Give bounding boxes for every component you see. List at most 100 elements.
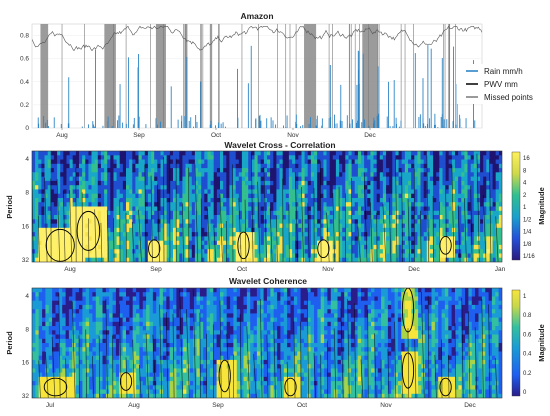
heatmap-cell [392,253,396,259]
heatmap-cell [292,249,296,254]
heatmap-cell [464,193,468,199]
heatmap-cell [99,359,103,365]
heatmap-cell [342,155,346,160]
heatmap-cell [41,172,45,177]
heatmap-cell [85,334,90,340]
heatmap-cell [320,232,324,237]
heatmap-cell [58,385,63,390]
heatmap-cell [138,253,142,259]
heatmap-cell [226,240,230,246]
heatmap-cell [232,244,236,250]
heatmap-cell [270,219,274,224]
heatmap-cell [461,206,465,212]
heatmap-cell [141,232,146,237]
heatmap-cell [329,193,334,199]
heatmap-cell [63,159,67,165]
heatmap-cell [35,364,40,369]
heatmap-cell [442,172,446,177]
heatmap-cell [194,151,199,156]
heatmap-cell [267,236,271,242]
heatmap-cell [223,176,227,182]
heatmap-cell [489,172,493,177]
heatmap-cell [260,168,265,173]
heatmap-cell [448,180,453,186]
heatmap-cell [94,176,99,182]
heatmap-cell [229,193,233,199]
y-tick-label: 8 [25,190,29,197]
heatmap-cell [292,172,296,177]
heatmap-cell [408,202,412,207]
heatmap-cell [119,180,124,186]
heatmap-cell [414,202,418,207]
heatmap-cell [89,317,93,323]
heatmap-cell [226,180,230,186]
heatmap-cell [60,163,64,169]
heatmap-cell [141,227,146,233]
heatmap-cell [395,215,399,220]
heatmap-cell [213,232,218,237]
heatmap-cell [88,180,92,186]
heatmap-cell [35,389,40,395]
heatmap-cell [109,304,113,310]
heatmap-cell [42,355,46,361]
heatmap-cell [169,240,174,246]
heatmap-cell [483,176,487,182]
heatmap-cell [386,176,390,182]
heatmap-cell [166,198,171,203]
heatmap-cell [279,219,283,224]
heatmap-cell [260,180,265,186]
heatmap-cell [210,249,215,254]
heatmap-cell [458,206,462,212]
heatmap-cell [44,168,48,173]
heatmap-cell [32,338,36,344]
heatmap-cell [492,206,497,212]
heatmap-cell [60,168,64,173]
heatmap-cell [439,155,443,160]
heatmap-cell [417,193,421,199]
heatmap-cell [92,347,97,352]
heatmap-cell [392,215,396,220]
heatmap-cell [423,151,428,156]
heatmap-cell [157,215,161,220]
heatmap-cell [301,198,305,203]
heatmap-cell [285,240,290,246]
heatmap-cell [426,198,431,203]
heatmap-cell [351,227,356,233]
heatmap-cell [307,163,312,169]
heatmap-cell [60,240,64,246]
heatmap-cell [119,368,124,373]
heatmap-cell [451,227,456,233]
heatmap-cell [257,176,262,182]
heatmap-cell [60,180,64,186]
heatmap-cell [251,151,255,156]
heatmap-cell [110,253,114,259]
heatmap-cell [60,176,64,182]
heatmap-cell [44,249,48,254]
heatmap-cell [257,210,262,216]
heatmap-cell [392,210,396,216]
heatmap-cell [65,351,70,357]
heatmap-cell [455,249,459,254]
heatmap-cell [38,288,43,293]
heatmap-cell [191,253,196,259]
heatmap-cell [65,334,70,340]
heatmap-cell [68,364,73,369]
heatmap-cell [68,393,73,398]
heatmap-cell [188,176,193,182]
heatmap-cell [257,219,262,224]
heatmap-cell [298,185,302,190]
heatmap-cell [53,236,58,242]
heatmap-cell [79,202,83,207]
heatmap-cell [38,236,42,242]
heatmap-cell [35,227,39,233]
heatmap-cell [53,176,58,182]
heatmap-cell [157,219,161,224]
heatmap-cell [88,176,92,182]
heatmap-cell [329,202,334,207]
heatmap-cell [100,189,105,195]
heatmap-cell [386,198,390,203]
heatmap-cell [55,296,60,302]
heatmap-cell [288,163,293,169]
heatmap-cell [216,244,221,250]
